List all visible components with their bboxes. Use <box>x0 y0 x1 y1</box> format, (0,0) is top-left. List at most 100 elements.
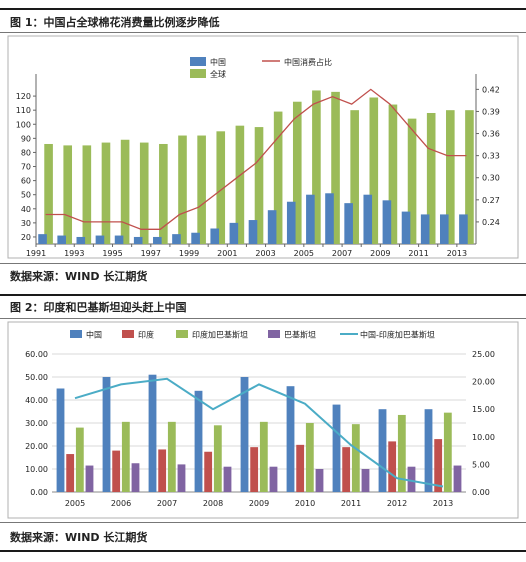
bar-china <box>420 214 430 244</box>
y-right-tick-label: 20.00 <box>472 378 495 387</box>
legend-label-0: 中国 <box>86 330 102 340</box>
bar-china <box>229 222 239 244</box>
bar-world <box>82 145 92 244</box>
bar-series-0 <box>102 377 111 492</box>
y-right-tick-label: 5.00 <box>472 460 490 469</box>
y-left-tick-label: 120 <box>16 92 31 101</box>
bar-world <box>273 111 283 244</box>
bar-china <box>382 200 392 244</box>
y-left-tick-label: 10.00 <box>25 465 48 474</box>
bar-series-3 <box>177 464 186 492</box>
legend-label-2: 印度加巴基斯坦 <box>192 330 248 340</box>
y-left-tick-label: 100 <box>16 120 31 129</box>
bar-world <box>254 127 264 244</box>
x-tick-label: 1991 <box>26 249 46 258</box>
y-right-tick-label: 15.00 <box>472 405 495 414</box>
bar-series-0 <box>424 409 433 492</box>
bar-series-1 <box>250 447 259 492</box>
x-tick-label: 2011 <box>341 499 361 508</box>
x-tick-label: 2010 <box>295 499 315 508</box>
y-left-tick-label: 70 <box>21 163 31 172</box>
y-left-tick-label: 50.00 <box>25 373 48 382</box>
bar-series-1 <box>388 441 397 492</box>
figure2-chart: 中国 印度 印度加巴基斯坦 巴基斯坦 中国-印度加巴基斯坦 0.00 10.00 20.00 3… <box>7 321 519 519</box>
bar-series-2 <box>443 412 452 492</box>
bar-series-3 <box>407 466 416 492</box>
bar-world <box>331 91 340 244</box>
y-right-tick-label: 0.42 <box>482 85 500 94</box>
bar-series-3 <box>85 465 94 492</box>
bar-series-3 <box>453 465 462 492</box>
bar-china <box>191 232 200 244</box>
y-left-tick-label: 110 <box>16 106 31 115</box>
figure1-bottom-rule <box>0 263 526 264</box>
y-right-tick-label: 0.39 <box>482 107 500 116</box>
bar-world <box>312 90 321 244</box>
x-tick-label: 2009 <box>249 499 269 508</box>
bar-china <box>363 194 373 244</box>
bar-series-2 <box>121 421 130 492</box>
figure1-title-rule <box>0 32 526 33</box>
y-left-tick-label: 40.00 <box>25 396 48 405</box>
bar-series-0 <box>378 409 387 492</box>
line-china-consumption-ratio <box>45 88 467 230</box>
y-right-tick-label: 25.00 <box>472 350 495 359</box>
x-tick-label: 2005 <box>65 499 85 508</box>
y-right-tick-label: 0.30 <box>482 174 500 183</box>
x-tick-label: 2003 <box>255 249 275 258</box>
y-left-tick-label: 50 <box>21 191 31 200</box>
y-left-tick-label: 30 <box>21 219 31 228</box>
x-tick-label: 2009 <box>370 249 390 258</box>
bottom-rule <box>0 550 526 552</box>
y-right-tick-label: 10.00 <box>472 433 495 442</box>
bar-china <box>172 234 181 244</box>
bar-world <box>63 145 73 244</box>
y-right-tick-label: 0.33 <box>482 152 500 161</box>
y-left-tick-label: 90 <box>21 134 31 143</box>
x-tick-label: 2007 <box>332 249 352 258</box>
bar-china <box>210 228 220 244</box>
x-tick-label: 2001 <box>217 249 237 258</box>
bar-series-3 <box>223 466 232 492</box>
y-right-tick-label: 0.27 <box>482 196 500 205</box>
bar-series-0 <box>56 388 65 492</box>
x-tick-label: 2013 <box>433 499 453 508</box>
x-tick-label: 2007 <box>157 499 177 508</box>
x-tick-label: 1999 <box>179 249 199 258</box>
legend-swatch-china <box>190 57 206 66</box>
bar-china <box>439 214 449 244</box>
bar-series-0 <box>240 377 249 492</box>
bar-series-2 <box>75 427 84 492</box>
bar-world <box>159 143 168 244</box>
line-china-minus-india-pakistan <box>74 377 444 488</box>
bar-world <box>120 139 130 244</box>
y-left-tick-label: 60.00 <box>25 350 48 359</box>
figure2-title: 图 2：印度和巴基斯坦迎头赶上中国 <box>10 301 187 314</box>
x-tick-label: 2013 <box>447 249 467 258</box>
y-right-tick-label: 0.00 <box>472 488 490 497</box>
bar-series-0 <box>286 386 295 492</box>
bar-world <box>197 135 206 244</box>
bar-series-1 <box>434 439 443 492</box>
bar-series-1 <box>66 454 75 492</box>
y-left-tick-label: 20.00 <box>25 442 48 451</box>
bar-china <box>286 201 296 244</box>
bar-series-1 <box>296 444 305 492</box>
legend-swatch-world <box>190 69 206 78</box>
bar-series-1 <box>342 447 351 492</box>
bar-series-2 <box>305 423 314 492</box>
bar-series-3 <box>361 469 370 492</box>
bar-china <box>38 234 47 244</box>
y-right-tick-label: 0.24 <box>482 218 500 227</box>
bar-series-2 <box>397 414 406 492</box>
bar-series-0 <box>148 374 157 492</box>
bar-series-2 <box>259 421 268 492</box>
y-right-tick-label: 0.36 <box>482 130 500 139</box>
bar-china <box>306 194 315 244</box>
bar-world <box>446 110 455 244</box>
x-tick-label: 1997 <box>141 249 161 258</box>
y-left-tick-label: 20 <box>21 233 31 242</box>
bar-world <box>350 110 359 244</box>
bar-world <box>235 125 245 244</box>
